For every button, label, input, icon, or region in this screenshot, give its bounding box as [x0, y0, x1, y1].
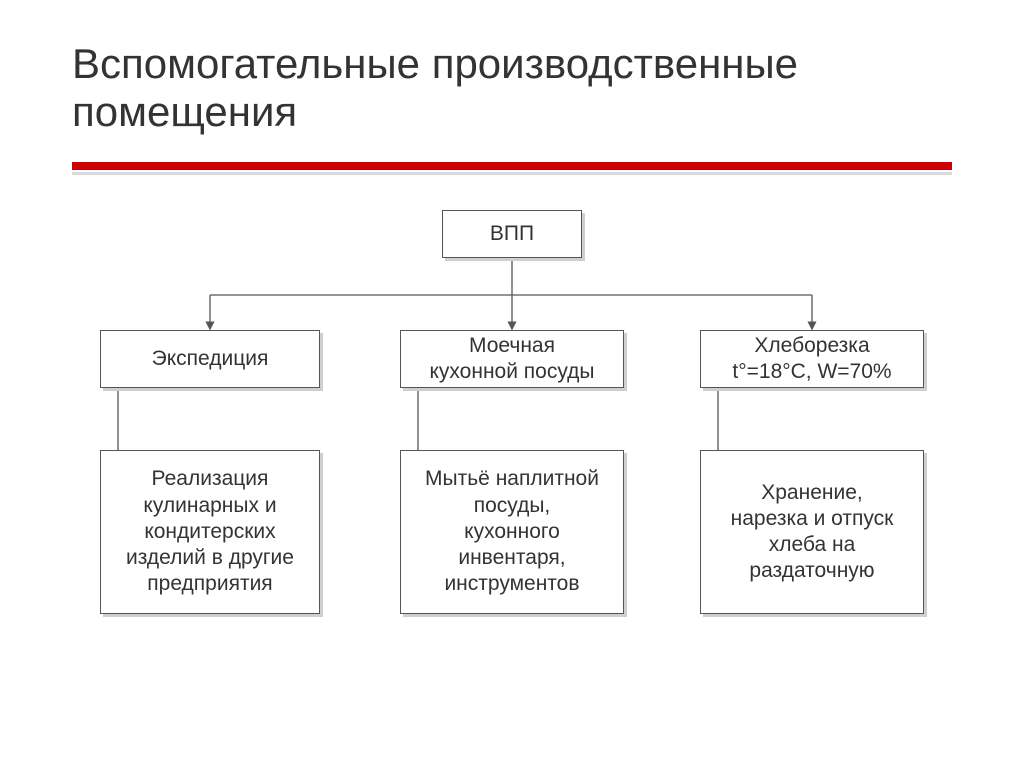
node-mid-left: Экспедиция — [100, 330, 320, 388]
node-mid-right: Хлеборезкаt°=18°C, W=70% — [700, 330, 924, 388]
node-bot-left: Реализациякулинарных икондитерскихиздели… — [100, 450, 320, 614]
node-label: Мытьё наплитнойпосуды,кухонногоинвентаря… — [425, 466, 599, 597]
node-label: Хранение,нарезка и отпускхлеба нараздато… — [731, 480, 894, 585]
page-title: Вспомогательные производственные помещен… — [72, 40, 1024, 137]
node-label: Экспедиция — [152, 346, 269, 372]
slide-canvas: Вспомогательные производственные помещен… — [0, 0, 1024, 767]
node-bot-right: Хранение,нарезка и отпускхлеба нараздато… — [700, 450, 924, 614]
node-label: Реализациякулинарных икондитерскихиздели… — [126, 466, 294, 597]
node-root: ВПП — [442, 210, 582, 258]
node-label: ВПП — [490, 221, 534, 247]
node-bot-center: Мытьё наплитнойпосуды,кухонногоинвентаря… — [400, 450, 624, 614]
accent-underline — [72, 162, 952, 175]
node-mid-center: Моечнаякухонной посуды — [400, 330, 624, 388]
accent-bar-shadow — [72, 172, 952, 175]
node-label: Моечнаякухонной посуды — [429, 333, 594, 386]
accent-bar — [72, 162, 952, 170]
node-label: Хлеборезкаt°=18°C, W=70% — [732, 333, 891, 386]
